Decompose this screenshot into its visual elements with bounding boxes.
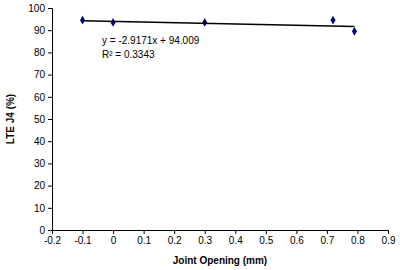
x-tick-mark <box>113 230 114 234</box>
y-tick-mark <box>48 186 52 187</box>
x-tick: 0.8 <box>351 230 365 246</box>
x-tick-label: -0.1 <box>74 235 92 246</box>
x-tick-mark <box>327 230 328 234</box>
y-tick-label: 20 <box>34 180 46 191</box>
y-tick-mark <box>48 30 52 31</box>
y-tick-mark <box>48 8 52 9</box>
y-tick-label: 50 <box>34 114 46 125</box>
x-tick-label: 0.7 <box>320 235 334 246</box>
x-tick-mark <box>357 230 358 234</box>
x-tick: 0.7 <box>320 230 334 246</box>
x-tick: 0 <box>111 230 117 246</box>
x-tick-label: 0 <box>111 235 117 246</box>
y-tick-label: 100 <box>28 3 45 14</box>
y-tick: 20 <box>34 180 52 191</box>
y-tick: 70 <box>34 69 52 80</box>
y-tick: 60 <box>34 92 52 103</box>
x-tick-mark <box>296 230 297 234</box>
x-tick-mark <box>174 230 175 234</box>
y-tick: 0 <box>39 225 52 236</box>
data-point <box>352 27 357 36</box>
y-tick: 80 <box>34 47 52 58</box>
x-tick: 0.1 <box>137 230 151 246</box>
y-tick-mark <box>48 52 52 53</box>
x-tick-mark <box>205 230 206 234</box>
x-tick: -0.2 <box>44 230 62 246</box>
y-tick: 100 <box>28 3 52 14</box>
y-axis-line <box>48 9 53 231</box>
x-tick-mark <box>144 230 145 234</box>
x-tick-mark <box>235 230 236 234</box>
y-axis-title: LTE J4 (%) <box>5 94 16 144</box>
y-tick: 30 <box>34 158 52 169</box>
x-tick-label: 0.9 <box>382 235 396 246</box>
y-tick-label: 10 <box>34 203 46 214</box>
x-tick-mark <box>83 230 84 234</box>
x-tick: -0.1 <box>74 230 92 246</box>
x-tick-label: 0.3 <box>198 235 212 246</box>
y-tick-mark <box>48 75 52 76</box>
y-tick-label: 30 <box>34 158 46 169</box>
marks <box>80 16 357 36</box>
y-tick-mark <box>48 141 52 142</box>
data-point <box>330 16 335 25</box>
x-tick: 0.5 <box>259 230 273 246</box>
chart: -0.2 -0.1 0 0.1 0.2 0.3 0.4 0.5 0.6 0.7 0.8 0.9 0 10 2… <box>0 0 400 270</box>
y-tick: 50 <box>34 114 52 125</box>
x-tick-mark <box>388 230 389 234</box>
data-point <box>111 18 116 27</box>
x-axis: -0.2 -0.1 0 0.1 0.2 0.3 0.4 0.5 0.6 0.7 0.8 0.9 <box>44 230 396 246</box>
x-tick-label: 0.1 <box>137 235 151 246</box>
x-tick: 0.2 <box>168 230 182 246</box>
x-axis-title: Joint Opening (mm) <box>173 255 267 266</box>
trend-line <box>83 21 355 27</box>
y-tick-label: 0 <box>39 225 45 236</box>
y-tick-label: 90 <box>34 25 46 36</box>
y-tick-label: 40 <box>34 136 46 147</box>
y-axis: 0 10 20 30 40 50 60 70 80 90 100 <box>28 3 52 236</box>
data-point <box>202 18 207 27</box>
y-tick-mark <box>48 208 52 209</box>
y-tick-mark <box>48 97 52 98</box>
x-axis-line <box>53 231 389 235</box>
x-tick: 0.6 <box>290 230 304 246</box>
x-tick-mark <box>266 230 267 234</box>
x-tick-label: 0.8 <box>351 235 365 246</box>
x-tick: 0.9 <box>382 230 396 246</box>
x-tick: 0.3 <box>198 230 212 246</box>
y-tick-label: 60 <box>34 92 46 103</box>
annotation: R² = 0.3343 <box>102 49 155 60</box>
x-tick-label: 0.2 <box>168 235 182 246</box>
plot-area: -0.2 -0.1 0 0.1 0.2 0.3 0.4 0.5 0.6 0.7 0.8 0.9 0 10 2… <box>28 3 396 246</box>
y-tick: 10 <box>34 203 52 214</box>
x-tick-label: 0.6 <box>290 235 304 246</box>
y-tick-label: 80 <box>34 47 46 58</box>
x-tick: 0.4 <box>229 230 243 246</box>
y-tick-mark <box>48 230 52 231</box>
y-tick-mark <box>48 163 52 164</box>
annotation: y = -2.9171x + 94.009 <box>102 35 200 46</box>
x-tick-label: -0.2 <box>44 235 62 246</box>
y-tick: 40 <box>34 136 52 147</box>
y-tick: 90 <box>34 25 52 36</box>
x-tick-label: 0.4 <box>229 235 243 246</box>
y-tick-label: 70 <box>34 69 46 80</box>
x-tick-label: 0.5 <box>259 235 273 246</box>
y-tick-mark <box>48 119 52 120</box>
